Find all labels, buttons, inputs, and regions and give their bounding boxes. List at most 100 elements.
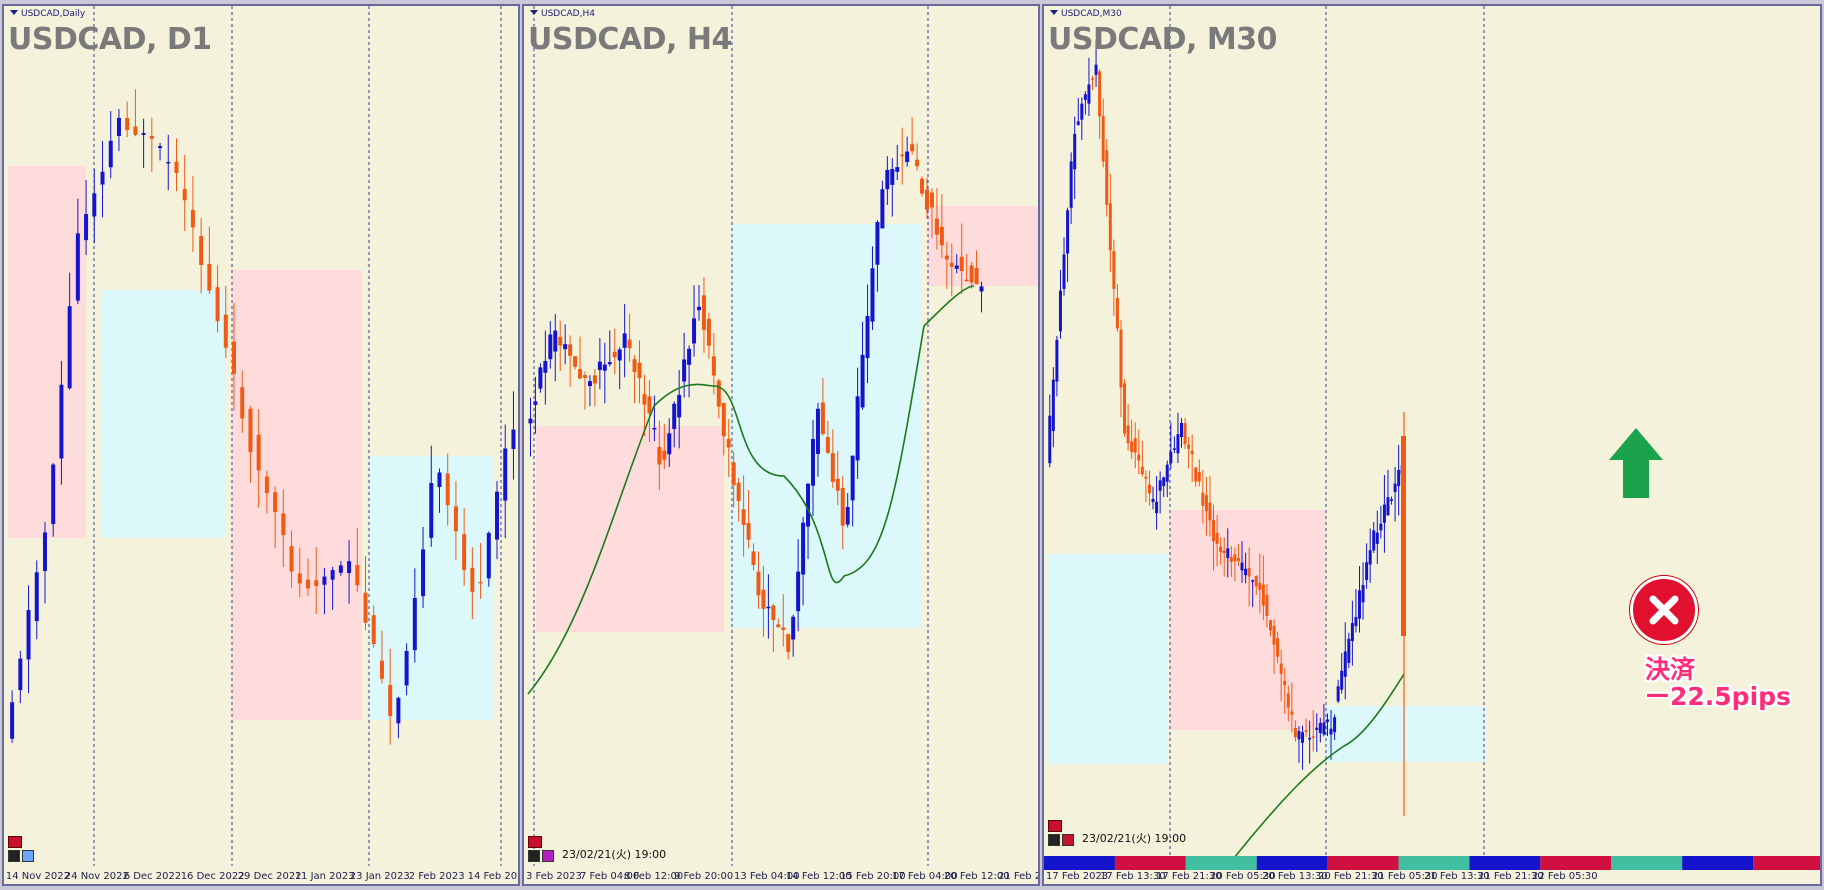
candle-body [248, 408, 253, 453]
session-bar-segment [1682, 856, 1754, 870]
candle-body [627, 339, 632, 349]
candle-body [1333, 717, 1337, 733]
moving-average-line [1233, 673, 1405, 859]
indicator-icon[interactable] [1062, 834, 1074, 846]
m30-chart-area[interactable] [1044, 6, 1822, 886]
candle-body [1265, 594, 1269, 616]
candle-body [84, 214, 89, 241]
candle-body [850, 455, 855, 501]
candle-body [1340, 670, 1344, 690]
candle-body [1276, 638, 1280, 657]
x-tick-label: 14 Feb 12:00 [786, 871, 852, 882]
x-tick-label: 20 Feb 05:30 [1210, 871, 1276, 882]
candle-body [900, 154, 905, 157]
eye-icon[interactable] [528, 850, 540, 862]
candle-body [855, 396, 860, 461]
candle-body [915, 159, 920, 167]
candle-body [706, 318, 711, 346]
candle-body [1247, 568, 1251, 577]
chart-panel-d1[interactable]: USDCAD,Daily USDCAD, D1 14 Nov 2022 24 No… [2, 4, 520, 886]
h4-title: USDCAD, H4 [528, 22, 732, 57]
zone-box [1326, 706, 1486, 762]
candle-body [1261, 584, 1265, 606]
candle-body [682, 359, 687, 382]
candle-body [1354, 617, 1358, 627]
candle-body [692, 318, 697, 344]
candle-body [1329, 728, 1333, 735]
candle-body [1301, 732, 1305, 743]
candle-body [182, 189, 187, 201]
candle-body [1151, 498, 1155, 503]
candle-body [18, 658, 23, 691]
candle-body [297, 573, 302, 584]
candle-body [1112, 250, 1116, 289]
m30-small-title: USDCAD,M30 [1050, 9, 1122, 19]
candle-body [751, 551, 756, 565]
x-tick-label: 21 Feb 21:30 [1478, 871, 1544, 882]
candle-body [815, 408, 820, 454]
zone-box [102, 290, 226, 538]
h4-x-axis: 3 Feb 2023 7 Feb 04:00 8 Feb 12:00 9 Feb 20… [524, 866, 1038, 884]
candle-body [578, 369, 583, 379]
candle-body [470, 567, 475, 592]
close-chart-icon[interactable] [528, 836, 542, 848]
candle-body [1350, 623, 1354, 642]
candle-body [929, 192, 934, 208]
candle-body [1187, 444, 1191, 449]
candle-body [1283, 680, 1287, 686]
chart-panel-m30[interactable]: USDCAD,M30 USDCAD, M30 23/02/21(火) 19:00… [1042, 4, 1822, 886]
candle-body [1233, 554, 1237, 562]
candle-body [677, 394, 682, 418]
candle-body [1123, 383, 1127, 434]
candle-body [1098, 71, 1102, 117]
candle-body [860, 354, 865, 408]
eye-icon[interactable] [1048, 834, 1060, 846]
indicator-icon[interactable] [22, 850, 34, 862]
candle-body [100, 171, 105, 185]
x-tick-label: 23 Jan 2023 [349, 871, 410, 882]
candle-body [1244, 568, 1248, 576]
candle-body [1311, 736, 1315, 738]
indicator-icon[interactable] [542, 850, 554, 862]
candle-body [701, 295, 706, 330]
pips-label: ー22.5pips [1645, 682, 1791, 711]
eye-icon[interactable] [8, 850, 20, 862]
candle-body [1251, 580, 1255, 582]
close-chart-icon[interactable] [8, 836, 22, 848]
candle-body [885, 169, 890, 190]
candle-body [597, 361, 602, 370]
candle-body [1091, 78, 1094, 80]
dropdown-triangle-icon[interactable] [1050, 10, 1058, 15]
candle-body [746, 523, 751, 540]
candle-body [612, 351, 617, 358]
session-bar-segment [1469, 856, 1541, 870]
dropdown-triangle-icon[interactable] [10, 10, 18, 15]
session-bar-segment [1256, 856, 1328, 870]
candle-body [726, 438, 731, 448]
candle-body [1382, 504, 1386, 523]
candle-body [1222, 550, 1226, 554]
candle-body [731, 462, 736, 486]
x-icon [1649, 595, 1679, 625]
candle-body [1347, 638, 1351, 664]
candle-body [657, 447, 662, 465]
candle-body [741, 509, 746, 526]
chart-panel-h4[interactable]: USDCAD,H4 USDCAD, H4 23/02/21(火) 19:00 3… [522, 4, 1040, 886]
dropdown-triangle-icon[interactable] [530, 10, 538, 15]
d1-chart-area[interactable] [4, 6, 520, 886]
session-bar-segment [1327, 856, 1399, 870]
candle-body [806, 483, 811, 527]
h4-chart-area[interactable] [524, 6, 1040, 886]
candle-body [672, 403, 677, 429]
zone-box [536, 426, 724, 632]
candle-body [1130, 441, 1134, 453]
candle-body [553, 330, 558, 352]
candle-body [1176, 434, 1180, 454]
candle-body [786, 634, 791, 653]
session-bar-segment [1044, 856, 1115, 870]
candle-body [1226, 548, 1230, 559]
x-tick-label: 17 Feb 21:30 [1156, 871, 1222, 882]
candle-body [905, 151, 910, 163]
x-tick-label: 2 Feb 2023 [408, 871, 465, 882]
close-chart-icon[interactable] [1048, 820, 1062, 832]
